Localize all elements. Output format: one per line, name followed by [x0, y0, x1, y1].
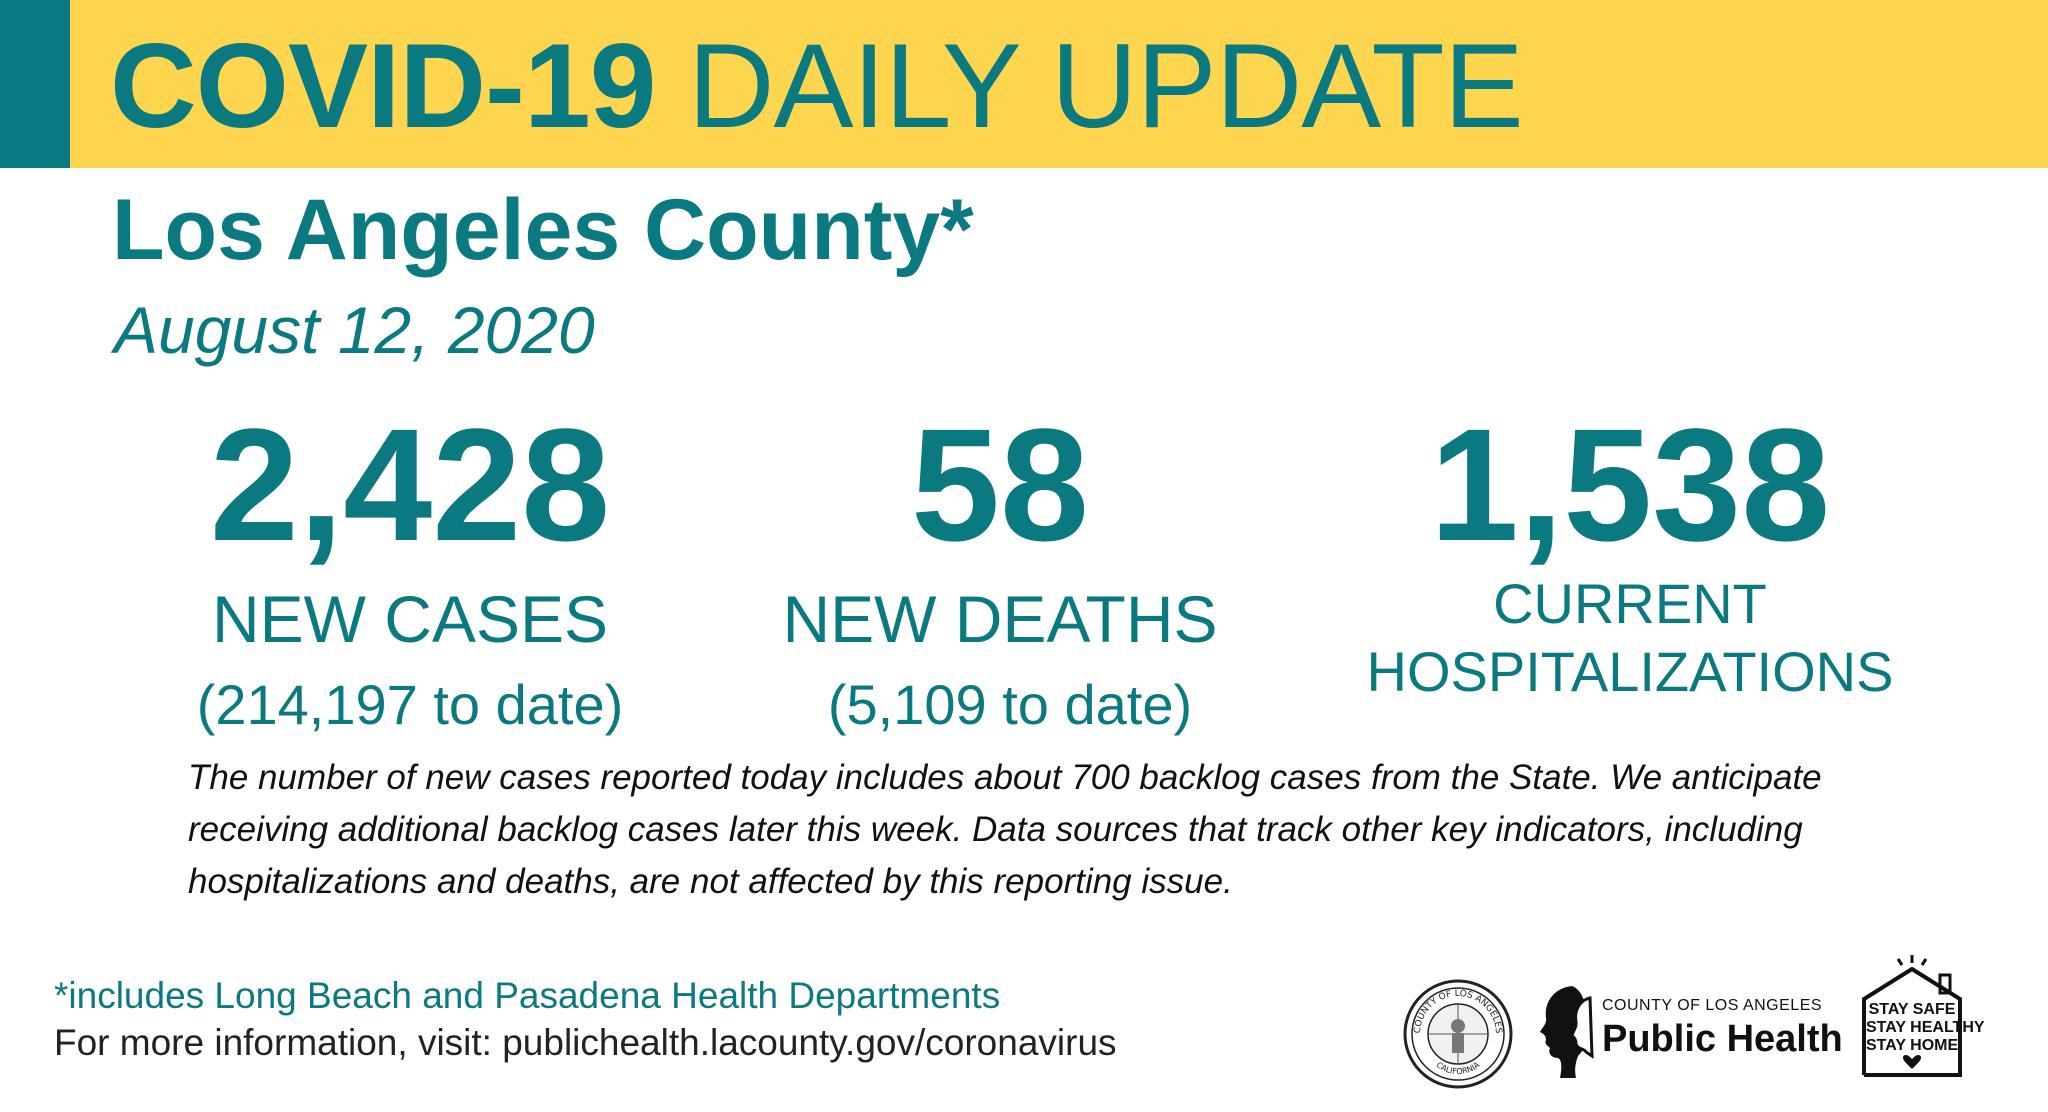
- new-deaths-label: NEW DEATHS: [782, 582, 1218, 656]
- banner-accent-bar: [0, 0, 70, 168]
- stay-safe-line1: STAY SAFE: [1868, 1001, 1956, 1018]
- deaths-to-date: (5,109 to date): [827, 673, 1193, 736]
- county-title: Los Angeles County*: [112, 182, 974, 278]
- header-banner: COVID-19 DAILY UPDATE: [0, 0, 2048, 168]
- report-date: August 12, 2020: [114, 293, 595, 367]
- stat-new-cases: 2,428 NEW CASES (214,197 to date): [150, 400, 670, 740]
- cases-to-date: (214,197 to date): [196, 673, 624, 736]
- new-cases-label: NEW CASES: [211, 582, 609, 656]
- banner-title-regular: DAILY UPDATE: [687, 19, 1524, 153]
- public-health-logo: COUNTY OF LOS ANGELES Public Health: [1532, 982, 1843, 1082]
- banner-title: COVID-19 DAILY UPDATE: [110, 19, 1524, 153]
- public-health-county: COUNTY OF LOS ANGELES: [1602, 997, 1823, 1014]
- banner-title-bold: COVID-19: [110, 19, 656, 153]
- county-seal-icon: COUNTY OF LOS ANGELES CALIFORNIA: [1402, 978, 1514, 1090]
- stay-safe-logo: STAY SAFE STAY HEALTHY STAY HOME: [1858, 955, 1985, 1079]
- footnote: *includes Long Beach and Pasadena Health…: [54, 975, 1001, 1016]
- hospitalizations-value: 1,538: [1429, 395, 1831, 574]
- stay-safe-line3: STAY HOME: [1866, 1037, 1959, 1054]
- hospitalizations-label-line1: CURRENT: [1493, 572, 1767, 635]
- backlog-note: The number of new cases reported today i…: [188, 758, 1822, 901]
- public-health-name: Public Health: [1602, 1018, 1843, 1060]
- hospitalizations-label-line2: HOSPITALIZATIONS: [1366, 640, 1894, 703]
- house-icon: [1862, 955, 1962, 1077]
- public-health-profile-icon: [1540, 986, 1594, 1078]
- stat-new-deaths: 58 NEW DEATHS (5,109 to date): [740, 400, 1260, 740]
- more-info: For more information, visit: publichealt…: [54, 1022, 1117, 1063]
- new-deaths-value: 58: [911, 395, 1089, 574]
- stat-hospitalizations: 1,538 CURRENT HOSPITALIZATIONS: [1320, 400, 1940, 706]
- new-cases-value: 2,428: [209, 395, 611, 574]
- stay-safe-line2: STAY HEALTHY: [1866, 1019, 1985, 1036]
